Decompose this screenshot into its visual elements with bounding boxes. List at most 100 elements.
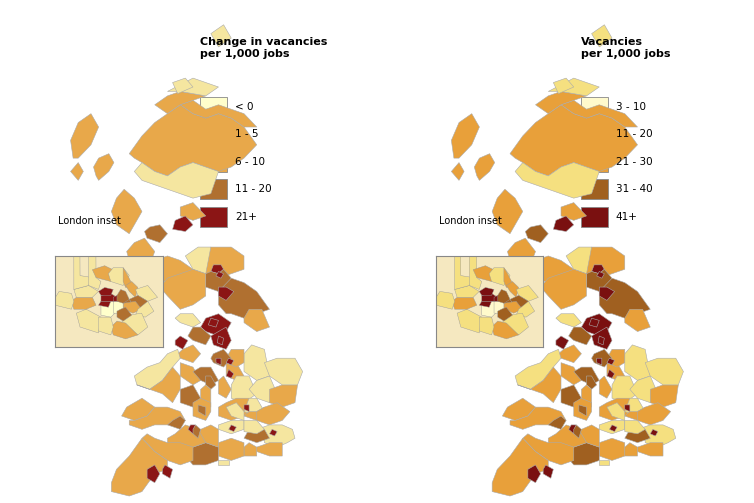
Polygon shape [216, 358, 221, 365]
Polygon shape [244, 443, 257, 456]
Polygon shape [523, 434, 574, 465]
Polygon shape [587, 376, 596, 389]
Polygon shape [167, 425, 206, 452]
Polygon shape [596, 358, 602, 365]
Polygon shape [211, 25, 231, 47]
Text: 11 - 20: 11 - 20 [234, 184, 271, 194]
Polygon shape [607, 403, 625, 421]
Polygon shape [129, 105, 257, 176]
Polygon shape [510, 256, 574, 283]
Text: 11 - 20: 11 - 20 [615, 129, 652, 139]
Polygon shape [507, 238, 535, 269]
Text: 31 - 40: 31 - 40 [615, 184, 652, 194]
Polygon shape [244, 430, 269, 443]
Polygon shape [492, 189, 523, 234]
Polygon shape [502, 398, 535, 421]
Polygon shape [193, 398, 211, 421]
Polygon shape [129, 256, 193, 283]
Polygon shape [561, 363, 581, 385]
Polygon shape [474, 154, 495, 181]
Polygon shape [569, 327, 592, 345]
Text: 6 - 10: 6 - 10 [234, 157, 265, 167]
Polygon shape [638, 425, 676, 447]
Polygon shape [211, 265, 224, 274]
Polygon shape [645, 358, 683, 385]
Polygon shape [219, 460, 228, 465]
FancyBboxPatch shape [581, 207, 608, 226]
Polygon shape [180, 385, 201, 407]
Polygon shape [193, 367, 219, 385]
Text: 21+: 21+ [234, 212, 256, 222]
Polygon shape [612, 376, 638, 403]
Polygon shape [198, 425, 219, 447]
Polygon shape [452, 162, 464, 181]
Polygon shape [160, 269, 206, 309]
Polygon shape [249, 376, 277, 403]
Polygon shape [142, 434, 193, 465]
Polygon shape [226, 369, 234, 378]
Text: 3 - 10: 3 - 10 [615, 102, 645, 112]
Polygon shape [180, 363, 201, 385]
Polygon shape [147, 465, 160, 483]
Polygon shape [167, 416, 185, 430]
Polygon shape [579, 405, 587, 416]
Polygon shape [569, 425, 576, 434]
Polygon shape [244, 309, 269, 331]
FancyBboxPatch shape [200, 179, 227, 199]
Polygon shape [559, 345, 581, 363]
Polygon shape [630, 376, 658, 403]
FancyBboxPatch shape [581, 97, 608, 117]
Polygon shape [625, 430, 650, 443]
Polygon shape [592, 25, 612, 47]
Polygon shape [510, 407, 566, 430]
Polygon shape [134, 162, 219, 198]
Polygon shape [592, 327, 612, 349]
Polygon shape [226, 349, 244, 367]
Polygon shape [561, 100, 638, 127]
Polygon shape [599, 421, 625, 434]
Polygon shape [219, 278, 269, 318]
Polygon shape [638, 403, 670, 425]
Polygon shape [206, 269, 231, 292]
Text: London inset: London inset [439, 216, 501, 226]
Polygon shape [497, 198, 510, 211]
Polygon shape [548, 78, 599, 96]
Polygon shape [127, 238, 155, 269]
Polygon shape [581, 385, 592, 407]
Polygon shape [201, 385, 211, 407]
Polygon shape [625, 398, 645, 416]
Polygon shape [574, 398, 592, 421]
Polygon shape [492, 438, 548, 496]
Polygon shape [244, 405, 249, 411]
Polygon shape [175, 314, 201, 327]
Polygon shape [574, 367, 599, 385]
Polygon shape [219, 421, 244, 434]
Polygon shape [155, 92, 206, 114]
Polygon shape [592, 265, 605, 274]
Polygon shape [231, 376, 257, 403]
Polygon shape [71, 114, 99, 158]
Polygon shape [175, 336, 188, 349]
Polygon shape [579, 425, 599, 447]
Polygon shape [173, 78, 193, 94]
Text: Change in vacancies
per 1,000 jobs: Change in vacancies per 1,000 jobs [200, 37, 327, 59]
Polygon shape [548, 425, 587, 452]
Polygon shape [211, 349, 231, 367]
Polygon shape [561, 385, 581, 407]
Polygon shape [257, 403, 290, 425]
Polygon shape [269, 385, 298, 407]
Polygon shape [587, 269, 612, 292]
Polygon shape [589, 318, 599, 327]
Polygon shape [526, 225, 548, 242]
Polygon shape [134, 349, 180, 389]
Polygon shape [257, 425, 295, 447]
Polygon shape [541, 269, 587, 309]
Polygon shape [598, 336, 605, 345]
Polygon shape [167, 78, 219, 96]
Polygon shape [548, 416, 566, 430]
Polygon shape [216, 272, 224, 278]
Polygon shape [244, 407, 269, 421]
Polygon shape [93, 154, 114, 181]
Polygon shape [226, 358, 234, 365]
Polygon shape [607, 363, 625, 380]
